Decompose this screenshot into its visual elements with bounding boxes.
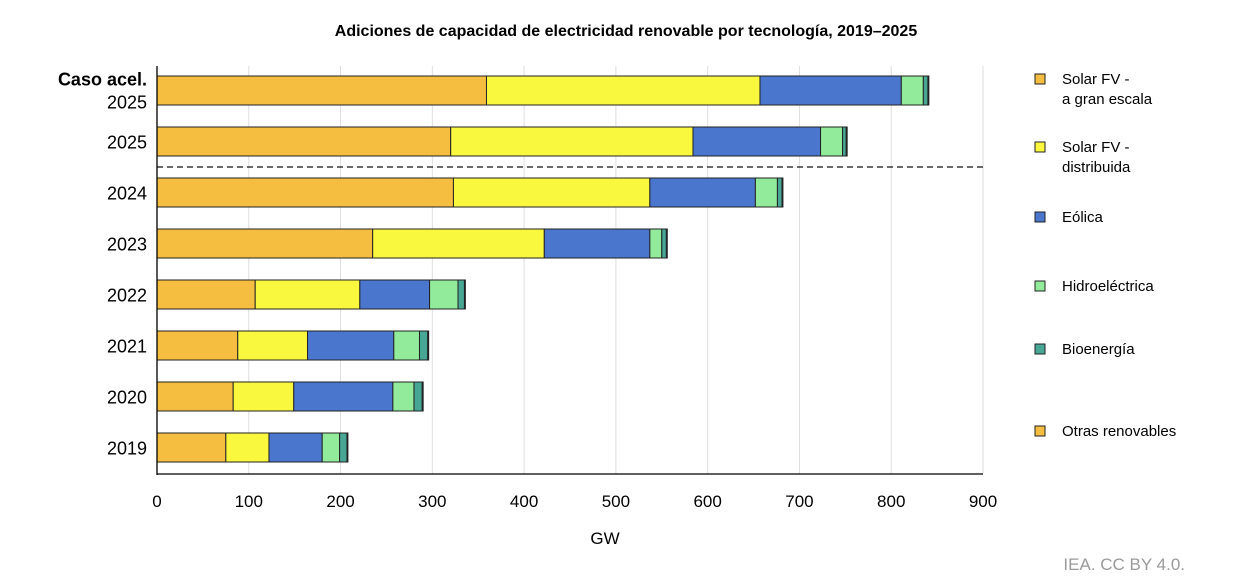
bar-segment [293, 381, 394, 412]
category-label: 2021 [107, 337, 147, 357]
legend-label: Solar FV - [1062, 139, 1130, 156]
bar-segment [156, 126, 452, 157]
bar-segment [776, 177, 783, 208]
x-tick-label: 700 [785, 492, 813, 511]
bar-segment [321, 432, 341, 463]
legend-label: a gran escala [1062, 91, 1153, 108]
bar-segment [457, 279, 465, 310]
bar-segment [156, 279, 256, 310]
category-label: 2022 [107, 286, 147, 306]
x-tick-labels: 0 100 200 300 400 500 600 700 800 900 [152, 492, 997, 511]
bar-segment [237, 330, 309, 361]
bar-segment [820, 126, 844, 157]
legend-swatch [1034, 141, 1046, 153]
category-label: 2025 [107, 133, 147, 153]
legend-swatch [1034, 280, 1046, 292]
bars-group [156, 75, 985, 463]
x-axis-label: GW [590, 529, 619, 548]
bar-segment [156, 381, 234, 412]
bar-segment [429, 279, 459, 310]
category-label: 2019 [107, 439, 147, 459]
legend-swatch [1034, 211, 1046, 223]
bar-segment [485, 75, 761, 106]
chart-title: Adiciones de capacidad de electricidad r… [335, 23, 918, 40]
bar-segment [421, 381, 424, 412]
bar-segment [156, 432, 227, 463]
x-tick-label: 100 [235, 492, 263, 511]
bar-segment [900, 75, 924, 106]
bar-segment [346, 432, 349, 463]
x-tick-label: 500 [602, 492, 630, 511]
category-label: 2023 [107, 235, 147, 255]
category-label: 2024 [107, 184, 147, 204]
legend: Solar FV - a gran escala Solar FV - distrib… [1034, 71, 1176, 440]
bar-segment [649, 228, 663, 259]
bar-segment [156, 75, 487, 106]
bar-segment [413, 381, 423, 412]
bar-segment [268, 432, 323, 463]
bar-segment [156, 228, 374, 259]
x-tick-label: 800 [877, 492, 905, 511]
bar-segment [392, 381, 415, 412]
legend-swatch [1034, 343, 1046, 355]
bar-segment [665, 228, 668, 259]
bar-segment [359, 279, 431, 310]
legend-label: Hidroeléctrica [1062, 278, 1154, 295]
bar-segment [156, 330, 239, 361]
bar-segment [842, 126, 847, 157]
legend-label: Eólica [1062, 209, 1104, 226]
bar-segment [754, 177, 778, 208]
bar-segment [450, 126, 694, 157]
x-tick-label: 900 [969, 492, 997, 511]
credit-text: IEA. CC BY 4.0. [1063, 555, 1185, 574]
category-label: Caso acel. [58, 70, 147, 90]
x-tick-label: 300 [418, 492, 446, 511]
bar-segment [649, 177, 756, 208]
bar-segment [452, 177, 651, 208]
bar-segment [339, 432, 348, 463]
bar-segment [418, 330, 429, 361]
category-label: 2025 [107, 93, 147, 113]
bar-segment [692, 126, 822, 157]
legend-swatch [1034, 425, 1046, 437]
bar-segment [845, 126, 848, 157]
bar-segment [463, 279, 466, 310]
bar-segment [393, 330, 420, 361]
bar-segment [922, 75, 929, 106]
axes [156, 66, 983, 475]
bar-segment [232, 381, 295, 412]
bar-segment [427, 330, 430, 361]
bar-segment [661, 228, 667, 259]
category-labels: Caso acel. 2025 2025 2024 2023 2022 2021 2020 20… [58, 70, 147, 459]
legend-label: distribuida [1062, 159, 1131, 176]
bar-segment [156, 177, 454, 208]
bar-segment [781, 177, 784, 208]
bar-segment [759, 75, 902, 106]
x-tick-label: 200 [326, 492, 354, 511]
bar-segment [543, 228, 651, 259]
x-tick-label: 600 [693, 492, 721, 511]
bar-segment [927, 75, 930, 106]
legend-label: Solar FV - [1062, 71, 1130, 88]
x-tick-label: 400 [510, 492, 538, 511]
category-label: 2020 [107, 388, 147, 408]
legend-swatch [1034, 73, 1046, 85]
x-tick-label: 0 [152, 492, 161, 511]
legend-label: Otras renovables [1062, 423, 1176, 440]
bar-segment [225, 432, 270, 463]
bar-segment [254, 279, 361, 310]
legend-label: Bioenergía [1062, 341, 1135, 358]
bar-segment [307, 330, 395, 361]
bar-segment [372, 228, 545, 259]
